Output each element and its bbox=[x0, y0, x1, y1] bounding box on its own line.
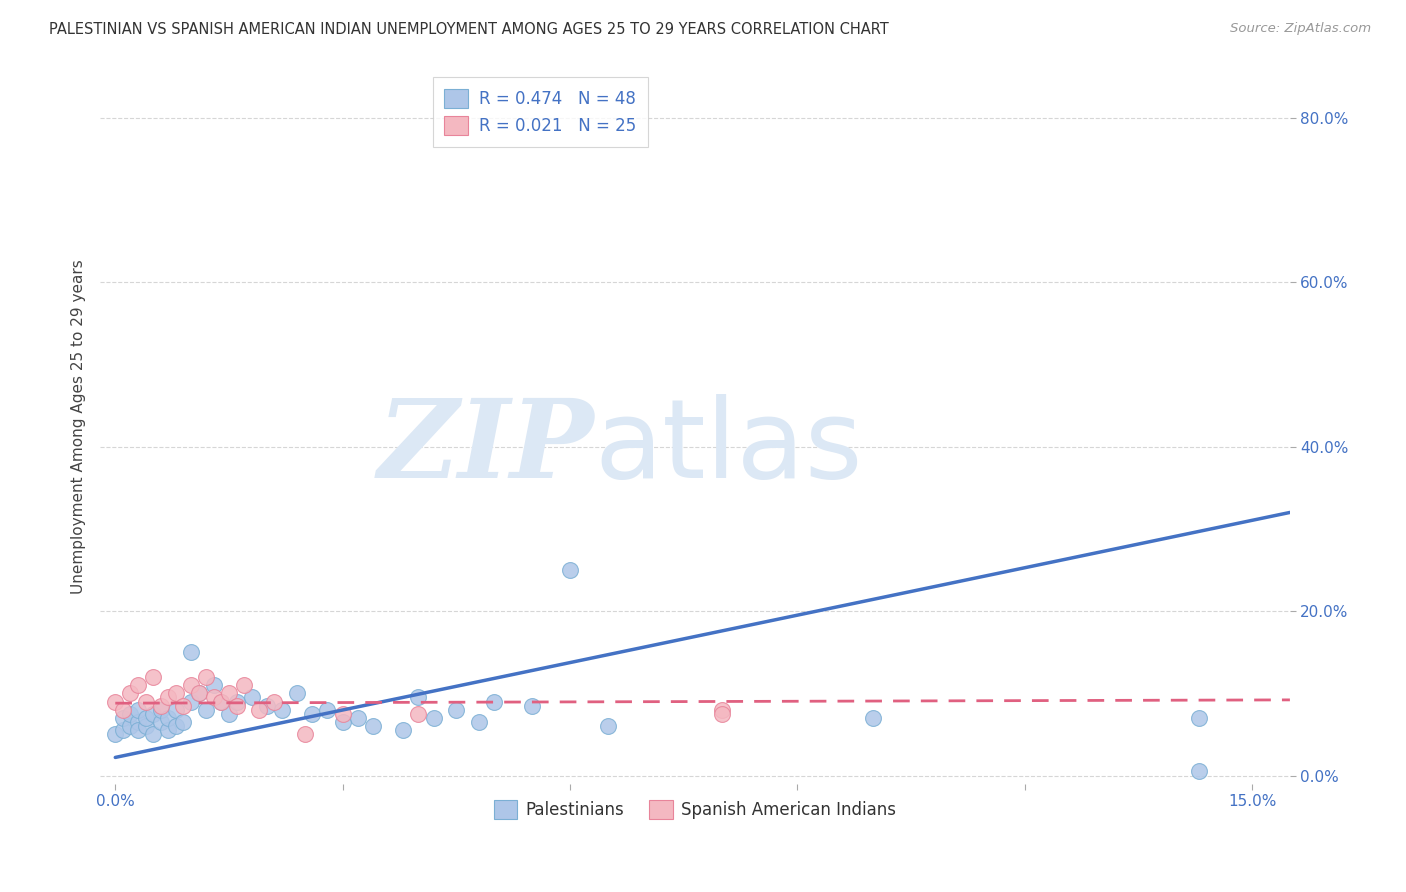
Point bbox=[202, 678, 225, 692]
Point bbox=[596, 719, 619, 733]
Point bbox=[332, 706, 354, 721]
Point bbox=[120, 686, 142, 700]
Point bbox=[180, 645, 202, 659]
Point bbox=[165, 719, 187, 733]
Point bbox=[446, 703, 468, 717]
Point bbox=[157, 711, 180, 725]
Point bbox=[408, 690, 430, 705]
Point bbox=[149, 703, 172, 717]
Text: atlas: atlas bbox=[593, 394, 862, 501]
Point bbox=[127, 678, 149, 692]
Point bbox=[520, 698, 543, 713]
Point bbox=[408, 706, 430, 721]
Point bbox=[104, 694, 127, 708]
Point bbox=[157, 723, 180, 738]
Point bbox=[142, 706, 165, 721]
Point bbox=[195, 670, 218, 684]
Point bbox=[187, 686, 209, 700]
Point bbox=[104, 727, 127, 741]
Point bbox=[346, 711, 368, 725]
Point bbox=[271, 703, 294, 717]
Point bbox=[710, 703, 733, 717]
Point bbox=[165, 686, 187, 700]
Point bbox=[195, 703, 218, 717]
Point bbox=[149, 698, 172, 713]
Point bbox=[240, 690, 263, 705]
Y-axis label: Unemployment Among Ages 25 to 29 years: Unemployment Among Ages 25 to 29 years bbox=[72, 259, 86, 593]
Text: ZIP: ZIP bbox=[377, 394, 593, 501]
Text: Source: ZipAtlas.com: Source: ZipAtlas.com bbox=[1230, 22, 1371, 36]
Point bbox=[127, 723, 149, 738]
Legend: Palestinians, Spanish American Indians: Palestinians, Spanish American Indians bbox=[488, 793, 903, 825]
Point bbox=[180, 694, 202, 708]
Point bbox=[111, 711, 134, 725]
Point bbox=[218, 686, 240, 700]
Point bbox=[247, 703, 270, 717]
Point bbox=[1188, 711, 1211, 725]
Point bbox=[422, 711, 444, 725]
Point bbox=[142, 727, 165, 741]
Point bbox=[135, 694, 157, 708]
Point bbox=[392, 723, 415, 738]
Point bbox=[316, 703, 339, 717]
Point bbox=[263, 694, 285, 708]
Point bbox=[225, 698, 247, 713]
Point bbox=[180, 678, 202, 692]
Point bbox=[256, 698, 278, 713]
Point bbox=[482, 694, 505, 708]
Point bbox=[149, 715, 172, 730]
Point bbox=[209, 694, 232, 708]
Point bbox=[202, 690, 225, 705]
Point bbox=[710, 706, 733, 721]
Point bbox=[135, 719, 157, 733]
Point bbox=[135, 711, 157, 725]
Point bbox=[120, 706, 142, 721]
Point bbox=[173, 698, 195, 713]
Point bbox=[218, 706, 240, 721]
Point bbox=[1188, 764, 1211, 779]
Point bbox=[558, 563, 581, 577]
Point bbox=[294, 727, 316, 741]
Point bbox=[301, 706, 323, 721]
Point bbox=[332, 715, 354, 730]
Point bbox=[111, 723, 134, 738]
Point bbox=[127, 715, 149, 730]
Point bbox=[157, 690, 180, 705]
Point bbox=[127, 703, 149, 717]
Point bbox=[111, 703, 134, 717]
Point bbox=[142, 670, 165, 684]
Point bbox=[165, 703, 187, 717]
Point bbox=[285, 686, 308, 700]
Point bbox=[173, 715, 195, 730]
Point bbox=[225, 694, 247, 708]
Text: PALESTINIAN VS SPANISH AMERICAN INDIAN UNEMPLOYMENT AMONG AGES 25 TO 29 YEARS CO: PALESTINIAN VS SPANISH AMERICAN INDIAN U… bbox=[49, 22, 889, 37]
Point bbox=[468, 715, 491, 730]
Point bbox=[187, 686, 209, 700]
Point bbox=[361, 719, 384, 733]
Point bbox=[209, 694, 232, 708]
Point bbox=[120, 719, 142, 733]
Point bbox=[862, 711, 884, 725]
Point bbox=[233, 678, 256, 692]
